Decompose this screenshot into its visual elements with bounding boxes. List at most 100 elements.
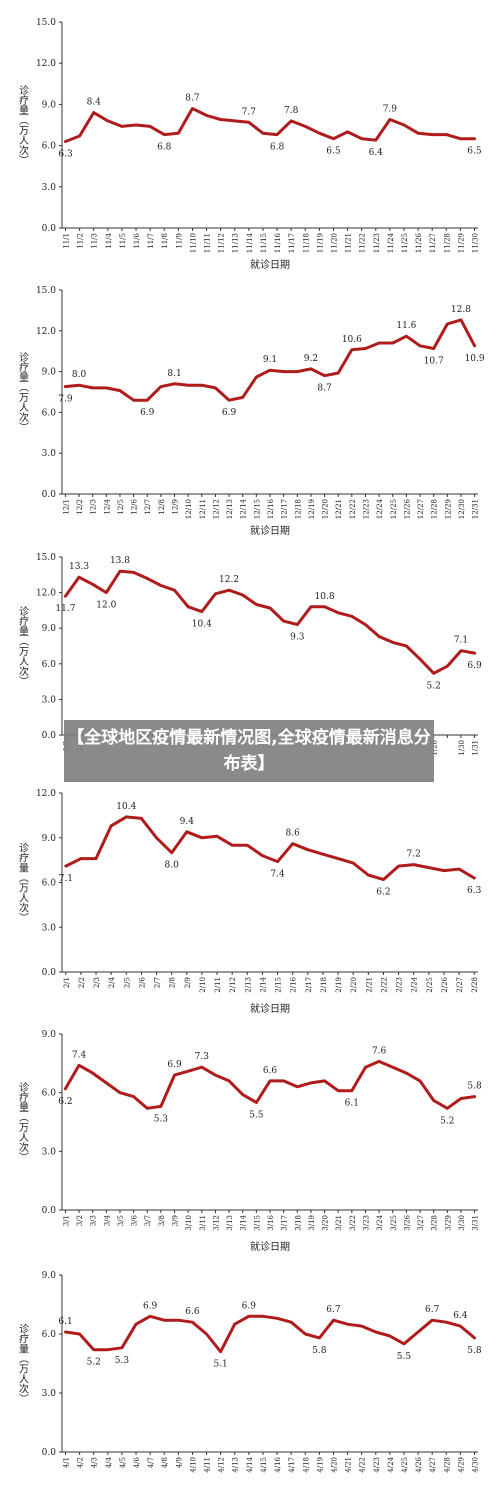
x-tick-label: 3/25 xyxy=(390,1215,398,1231)
x-tick-label: 12/6 xyxy=(131,498,139,514)
data-point xyxy=(134,123,138,127)
x-tick-label: 2/28 xyxy=(471,977,479,993)
y-axis-label: 诊疗量（万人次） xyxy=(17,351,29,432)
data-point xyxy=(289,1321,293,1324)
data-label: 5.1 xyxy=(213,1360,227,1370)
chart-2: 0.0 3.0 6.0 9.0 12.0 15.0 12/1 12/2 12/3 12/4 12/5… xyxy=(17,286,485,537)
data-point xyxy=(146,577,149,580)
data-label: 6.1 xyxy=(58,1317,72,1327)
x-tick-label: 11/15 xyxy=(260,233,268,253)
data-point xyxy=(186,1069,190,1073)
y-axis-label: 诊疗量（万人次） xyxy=(17,1081,29,1162)
x-tick-label: 4/18 xyxy=(302,1457,310,1473)
data-point xyxy=(118,570,122,573)
y-tick-label: 15.0 xyxy=(36,286,56,296)
data-point xyxy=(367,873,370,877)
data-point xyxy=(241,1093,244,1096)
data-label: 7.9 xyxy=(58,395,73,405)
data-label: 6.5 xyxy=(467,147,482,157)
x-tick-label: 2/1 xyxy=(63,977,71,988)
x-tick-label: 12/23 xyxy=(362,499,370,519)
x-tick-label: 2/5 xyxy=(123,977,131,988)
data-point xyxy=(120,125,124,128)
x-tick-label: 11/7 xyxy=(147,233,155,249)
data-label: 12.0 xyxy=(96,601,116,611)
x-tick-label: 11/25 xyxy=(401,233,409,253)
data-point xyxy=(241,593,244,597)
data-point xyxy=(412,863,415,866)
data-label: 5.5 xyxy=(249,1110,264,1120)
x-tick-label: 4/8 xyxy=(161,1457,169,1468)
data-point xyxy=(230,844,234,847)
data-point xyxy=(255,603,258,606)
x-tick-label: 3/23 xyxy=(362,1215,370,1231)
data-point xyxy=(106,119,110,123)
x-tick-label: 2/14 xyxy=(259,976,267,992)
data-label: 7.4 xyxy=(72,1050,87,1060)
data-point xyxy=(205,114,208,117)
y-tick-label: 0.0 xyxy=(42,1448,57,1458)
data-point xyxy=(173,589,176,592)
y-tick-label: 0.0 xyxy=(42,490,57,500)
x-tick-label: 12/13 xyxy=(226,499,234,519)
y-axis-label: 诊疗量（万人次） xyxy=(17,841,29,922)
data-point xyxy=(430,1319,434,1322)
data-point xyxy=(350,348,354,352)
x-tick-label: 3/13 xyxy=(226,1215,234,1231)
data-point xyxy=(219,1350,222,1353)
data-point xyxy=(276,860,279,863)
x-tick-label: 2/3 xyxy=(93,977,101,988)
data-label: 6.9 xyxy=(143,1301,158,1311)
x-tick-label: 11/22 xyxy=(359,233,367,253)
data-label: 7.1 xyxy=(454,636,468,646)
x-tick-label: 4/26 xyxy=(415,1456,423,1472)
x-tick-label: 2/24 xyxy=(411,976,419,992)
x-axis-label: 就诊日期 xyxy=(250,258,290,271)
x-tick-label: 11/27 xyxy=(429,233,437,253)
data-point xyxy=(430,133,434,136)
data-point xyxy=(214,386,217,390)
data-point xyxy=(416,132,420,135)
data-point xyxy=(163,133,166,136)
data-point xyxy=(446,664,449,668)
data-point xyxy=(446,1107,449,1110)
x-tick-label: 11/19 xyxy=(316,233,324,253)
data-point xyxy=(255,375,258,379)
x-tick-label: 3/1 xyxy=(62,1215,70,1226)
data-point xyxy=(173,382,176,386)
data-point xyxy=(64,140,67,143)
data-point xyxy=(291,842,294,845)
data-label: 7.2 xyxy=(407,850,421,860)
data-point xyxy=(233,1322,236,1326)
chart-5: 0.0 3.0 6.0 9.0 3/1 3/2 3/3 3/4 3/5 3/6 3/7 3/8 3/9 3… xyxy=(17,1030,483,1253)
data-point xyxy=(296,1085,299,1089)
data-point xyxy=(332,1319,335,1322)
data-point xyxy=(473,1095,476,1098)
data-label: 7.7 xyxy=(242,107,257,117)
data-point xyxy=(155,836,158,839)
x-tick-label: 11/23 xyxy=(373,233,381,253)
data-label: 6.6 xyxy=(263,1066,278,1076)
data-label: 6.4 xyxy=(453,1311,468,1321)
data-point xyxy=(374,138,377,142)
data-point xyxy=(418,1079,422,1083)
data-point xyxy=(77,1064,81,1067)
x-tick-label: 11/17 xyxy=(288,233,296,253)
y-tick-label: 12.0 xyxy=(36,589,56,599)
data-point xyxy=(64,1087,67,1090)
data-point xyxy=(247,1315,251,1318)
x-tick-label: 4/10 xyxy=(189,1457,197,1473)
data-point xyxy=(132,398,135,402)
data-label: 8.6 xyxy=(286,829,301,839)
data-label: 5.2 xyxy=(440,1116,454,1126)
y-tick-label: 3.0 xyxy=(42,449,57,459)
data-label: 11.7 xyxy=(55,604,75,614)
data-point xyxy=(360,1324,363,1328)
data-point xyxy=(473,1336,476,1340)
data-point xyxy=(91,386,94,390)
data-label: 7.8 xyxy=(284,106,299,116)
data-label: 7.9 xyxy=(383,105,398,115)
data-point xyxy=(459,1097,463,1100)
x-tick-label: 12/29 xyxy=(444,499,452,519)
